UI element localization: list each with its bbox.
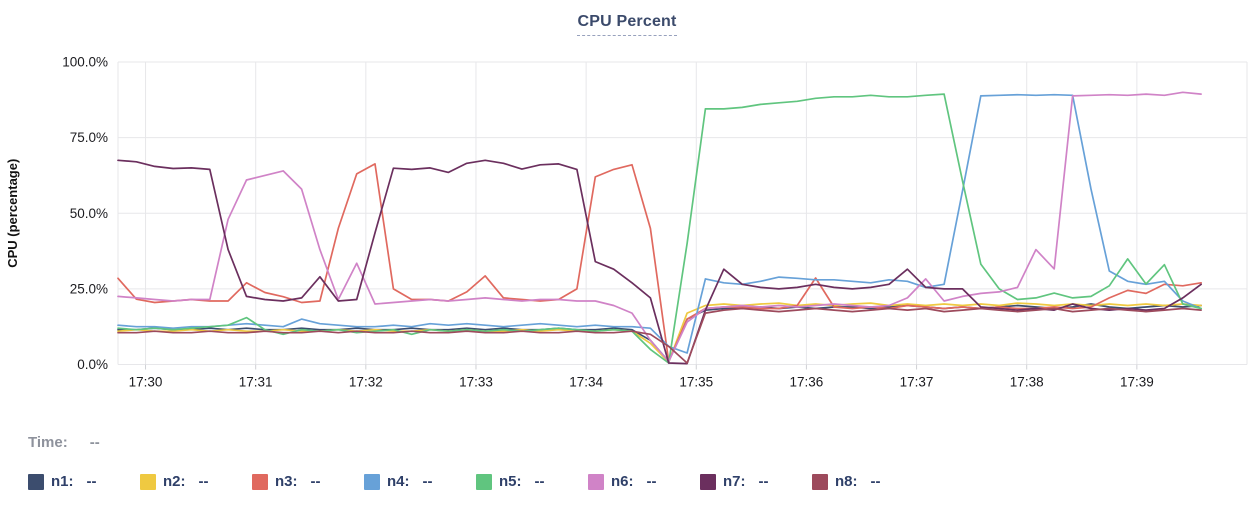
legend-label-n1: n1: [51,473,74,490]
x-tick-label: 17:35 [679,375,713,390]
chart-title-text: CPU Percent [577,13,677,36]
x-tick-label: 17:31 [239,375,273,390]
legend-item-n7[interactable]: n7: -- [700,473,783,490]
legend-item-n4[interactable]: n4: -- [364,473,447,490]
y-tick-label: 50.0% [70,206,108,221]
series-line-n4 [117,93,1202,354]
legend-swatch-n4 [364,473,380,490]
legend-item-n5[interactable]: n5: -- [476,473,559,490]
x-tick-label: 17:39 [1120,375,1154,390]
y-tick-label: 100.0% [62,55,108,70]
x-tick-label: 17:32 [349,375,383,390]
legend-swatch-n2 [140,473,156,490]
legend-label-n2: n2: [163,473,186,490]
legend-label-n5: n5: [499,473,522,490]
legend-swatch-n1 [28,473,44,490]
legend-item-n3[interactable]: n3: -- [252,473,335,490]
y-axis-title: CPU (percentage) [5,159,20,268]
series-line-n6 [117,91,1202,363]
x-tick-label: 17:30 [129,375,163,390]
legend-label-n6: n6: [611,473,634,490]
y-tick-label: 75.0% [70,130,108,145]
legend-item-n2[interactable]: n2: -- [140,473,223,490]
x-tick-label: 17:33 [459,375,493,390]
x-tick-label: 17:36 [790,375,824,390]
legend-label-n7: n7: [723,473,746,490]
legend-value-n4: -- [422,473,433,490]
legend-value-n8: -- [870,473,881,490]
series-line-n7 [117,159,1202,365]
legend-value-n6: -- [646,473,657,490]
series-line-n8 [117,307,1202,364]
legend-time-label: Time: [28,434,68,451]
chart-title: CPU Percent [0,0,1254,42]
x-tick-label: 17:38 [1010,375,1044,390]
series-legend: n1: -- n2: -- n3: -- n4: -- n5: -- n6: -- n7: -- n8: -- [28,473,1254,490]
legend-swatch-n3 [252,473,268,490]
series-line-n3 [117,163,1202,363]
legend-swatch-n6 [588,473,604,490]
legend-label-n8: n8: [835,473,858,490]
legend-value-n7: -- [758,473,769,490]
x-tick-label: 17:34 [569,375,603,390]
legend-label-n3: n3: [275,473,298,490]
legend-item-n1[interactable]: n1: -- [28,473,111,490]
y-tick-label: 25.0% [70,281,108,296]
y-tick-label: 0.0% [77,357,108,372]
legend-value-n2: -- [198,473,209,490]
series-line-n5 [117,93,1202,364]
legend-item-n8[interactable]: n8: -- [812,473,895,490]
legend-swatch-n5 [476,473,492,490]
legend-time-row: Time: -- [28,434,1254,451]
legend-item-n6[interactable]: n6: -- [588,473,671,490]
legend-swatch-n8 [812,473,828,490]
legend-value-n1: -- [86,473,97,490]
legend-time-value: -- [89,434,100,451]
legend-value-n5: -- [534,473,545,490]
cpu-percent-line-chart[interactable]: 0.0% 25.0% 50.0% 75.0% 100.0% 17:30 17:31 17:32… [0,42,1254,404]
legend-swatch-n7 [700,473,716,490]
x-tick-label: 17:37 [900,375,934,390]
legend-value-n3: -- [310,473,321,490]
legend-label-n4: n4: [387,473,410,490]
